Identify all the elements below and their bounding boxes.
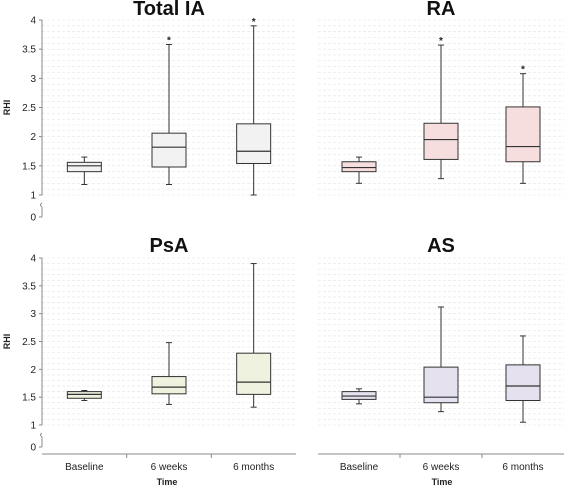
box-2: *: [236, 17, 272, 196]
x-tick-label: Baseline: [65, 462, 104, 473]
box-2: [505, 335, 541, 423]
panels: 0 1 1.5 2 2.5 3 3.5 4 RHI Total IA * * RA * * 0 1 1.5 2 2.5…: [2, 0, 564, 473]
y-tick-label: 3: [30, 74, 36, 85]
box-0: [341, 156, 377, 184]
panel-3: AS Baseline 6 weeks 6 months: [318, 235, 564, 473]
y-axis-label: RHI: [2, 100, 12, 116]
y-tick-label: 3.5: [22, 281, 36, 292]
x-tick-label: 6 months: [502, 462, 543, 473]
box-body: [151, 376, 187, 395]
y-tick-label: 2: [30, 365, 36, 376]
y-tick-label: 0: [30, 213, 36, 224]
box-0: [66, 156, 102, 185]
x-tick-label: Baseline: [340, 462, 379, 473]
y-tick-label: 4: [30, 254, 36, 265]
axis-break-mark: [40, 202, 43, 208]
box-body: [505, 106, 541, 163]
box-1: [423, 306, 459, 413]
y-tick-label: 2.5: [22, 103, 36, 114]
panel-title: Total IA: [133, 0, 205, 20]
box-2: *: [505, 65, 541, 184]
box-1: *: [151, 36, 187, 185]
panel-1: RA * *: [318, 0, 564, 196]
significance-marker: *: [439, 36, 443, 47]
box-body: [341, 161, 377, 173]
box-body: [423, 122, 459, 160]
y-tick-label: 0: [30, 443, 36, 454]
significance-marker: *: [167, 36, 171, 47]
x-tick-label: 6 weeks: [423, 462, 460, 473]
panel-0: 0 1 1.5 2 2.5 3 3.5 4 RHI Total IA * *: [2, 0, 296, 224]
axis-break-mark: [40, 432, 43, 438]
panel-title: RA: [427, 0, 456, 20]
significance-marker: *: [521, 65, 525, 76]
y-tick-label: 1.5: [22, 161, 36, 172]
y-tick-label: 1.5: [22, 393, 36, 404]
box-0: [341, 388, 377, 405]
y-tick-label: 1: [30, 191, 36, 202]
box-1: *: [423, 36, 459, 180]
x-tick-label: 6 months: [233, 462, 274, 473]
x-tick-label: 6 weeks: [151, 462, 188, 473]
panel-title: PsA: [150, 235, 189, 257]
y-tick-label: 4: [30, 16, 36, 27]
box-body: [236, 123, 272, 165]
box-body: [505, 364, 541, 402]
box-body: [151, 132, 187, 168]
box-2: [236, 263, 272, 408]
y-tick-label: 3.5: [22, 45, 36, 56]
box-0: [66, 389, 102, 402]
y-tick-label: 2: [30, 132, 36, 143]
x-axis-title-right: Time: [432, 477, 453, 487]
y-tick-label: 2.5: [22, 337, 36, 348]
panel-2: 0 1 1.5 2 2.5 3 3.5 4 RHI PsA Baseline 6 weeks 6 mon…: [2, 235, 296, 473]
box-body: [66, 161, 102, 173]
y-tick-label: 1: [30, 421, 36, 432]
panel-title: AS: [427, 235, 455, 257]
significance-marker: *: [252, 17, 256, 28]
y-tick-label: 3: [30, 309, 36, 320]
x-axis-title-left: Time: [157, 477, 178, 487]
box-1: [151, 342, 187, 405]
y-axis-label: RHI: [2, 334, 12, 350]
box-body: [236, 352, 272, 395]
